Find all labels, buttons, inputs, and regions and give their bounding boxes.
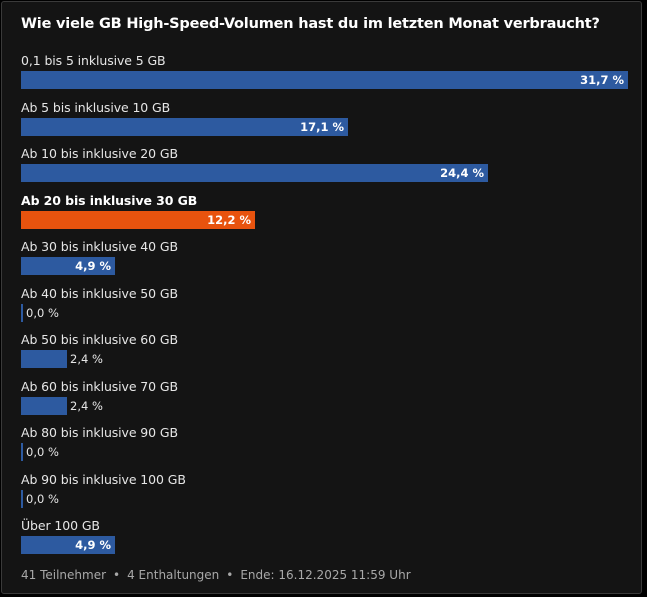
percentage-label: 4,9 % [75,538,111,552]
bar-track: 2,4 % [21,350,628,368]
poll-option: Ab 10 bis inklusive 20 GB 24,4 % [21,146,629,193]
poll-option: Ab 50 bis inklusive 60 GB 2,4 % [21,332,629,379]
poll-options: 0,1 bis 5 inklusive 5 GB 31,7 % Ab 5 bis i… [21,53,629,565]
percentage-label: 17,1 % [300,119,344,134]
bar-track: 17,1 % [21,117,628,136]
poll-option: Ab 20 bis inklusive 30 GB 12,2 % [21,193,629,240]
result-bar [21,71,628,89]
abstentions-count: 4 Enthaltungen [127,568,220,582]
option-label: Ab 40 bis inklusive 50 GB [21,285,178,301]
poll-question: Wie viele GB High-Speed-Volumen hast du … [21,16,600,32]
option-label: Ab 50 bis inklusive 60 GB [21,332,178,347]
poll-option: Ab 80 bis inklusive 90 GB 0,0 % [21,425,629,472]
bar-track: 24,4 % [21,164,628,182]
option-label: Ab 30 bis inklusive 40 GB [21,239,178,254]
bar-track: 2,4 % [21,396,628,415]
option-label: Über 100 GB [21,518,100,533]
poll-option: Ab 90 bis inklusive 100 GB 0,0 % [21,472,629,519]
bar-track: 0,0 % [21,443,628,461]
poll-option: Ab 40 bis inklusive 50 GB 0,0 % [21,286,629,333]
bar-track: 31,7 % [21,71,628,89]
option-label: Ab 10 bis inklusive 20 GB [21,146,178,161]
footer-separator: • [226,568,234,582]
bar-track: 4,9 % [21,257,628,275]
percentage-label: 12,2 % [207,212,251,227]
option-label: Ab 90 bis inklusive 100 GB [21,471,186,487]
percentage-label: 0,0 % [26,445,59,459]
option-label: Ab 5 bis inklusive 10 GB [21,99,171,115]
percentage-label: 24,4 % [440,166,484,180]
poll-option: Über 100 GB 4,9 % [21,518,629,565]
result-bar [21,303,23,322]
result-bar [21,489,23,508]
percentage-label: 4,9 % [75,259,111,273]
result-bar [21,443,23,461]
poll-option: Ab 5 bis inklusive 10 GB 17,1 % [21,100,629,147]
percentage-label: 0,0 % [26,491,59,506]
participants-count: 41 Teilnehmer [21,568,107,582]
poll-option: 0,1 bis 5 inklusive 5 GB 31,7 % [21,53,629,100]
result-bar [21,164,488,182]
poll-end-date: Ende: 16.12.2025 11:59 Uhr [240,568,411,582]
option-label: Ab 60 bis inklusive 70 GB [21,378,178,394]
bar-track: 4,9 % [21,536,628,554]
result-bar [21,350,67,368]
percentage-label: 2,4 % [70,398,103,413]
option-label: Ab 20 bis inklusive 30 GB [21,192,198,208]
option-label: 0,1 bis 5 inklusive 5 GB [21,53,166,68]
percentage-label: 31,7 % [580,73,624,87]
result-bar [21,210,255,229]
percentage-label: 2,4 % [70,352,103,366]
poll-option: Ab 60 bis inklusive 70 GB 2,4 % [21,379,629,426]
bar-track: 0,0 % [21,303,628,322]
poll-footer: 41 Teilnehmer • 4 Enthaltungen • Ende: 16.12… [21,568,411,582]
result-bar [21,257,115,275]
option-label: Ab 80 bis inklusive 90 GB [21,425,178,440]
result-bar [21,536,115,554]
percentage-label: 0,0 % [26,305,59,320]
bar-track: 0,0 % [21,489,628,508]
result-bar [21,396,67,415]
footer-separator: • [113,568,121,582]
result-bar [21,117,348,136]
poll-option: Ab 30 bis inklusive 40 GB 4,9 % [21,239,629,286]
bar-track: 12,2 % [21,210,628,229]
